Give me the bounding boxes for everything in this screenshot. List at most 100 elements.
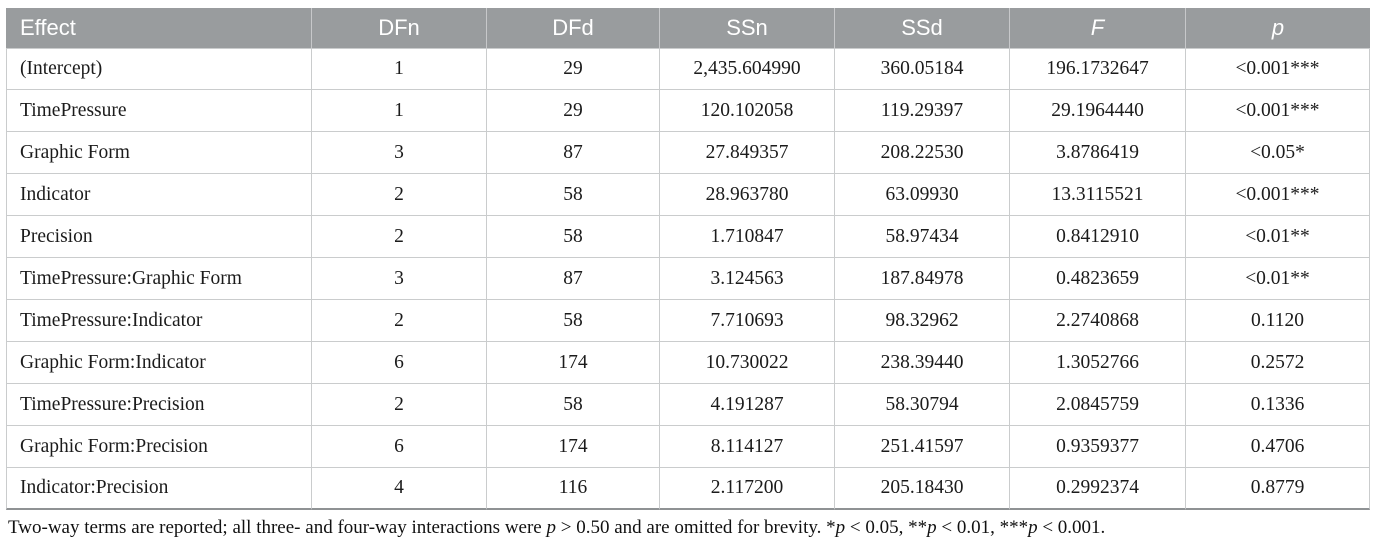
cell-f: 3.8786419 <box>1010 132 1186 174</box>
column-header-effect: Effect <box>6 8 312 48</box>
cell-ssn: 3.124563 <box>660 258 835 300</box>
column-header-ssd: SSd <box>835 8 1010 48</box>
cell-dfn: 6 <box>312 342 487 384</box>
cell-p: 0.8779 <box>1186 468 1370 510</box>
cell-dfn: 2 <box>312 174 487 216</box>
footnote-segment: Two-way terms are reported; all three- a… <box>8 517 547 538</box>
table-row: TimePressure:Precision 2 58 4.191287 58.3079… <box>6 384 1370 426</box>
footnote-segment: p <box>927 517 937 538</box>
cell-f: 196.1732647 <box>1010 48 1186 90</box>
cell-effect: Graphic Form:Precision <box>6 426 312 468</box>
cell-ssd: 360.05184 <box>835 48 1010 90</box>
cell-ssd: 251.41597 <box>835 426 1010 468</box>
cell-ssd: 119.29397 <box>835 90 1010 132</box>
cell-effect: Indicator:Precision <box>6 468 312 510</box>
cell-f: 1.3052766 <box>1010 342 1186 384</box>
cell-p: 0.1120 <box>1186 300 1370 342</box>
cell-effect: TimePressure <box>6 90 312 132</box>
cell-ssn: 27.849357 <box>660 132 835 174</box>
cell-p: <0.001*** <box>1186 90 1370 132</box>
cell-ssd: 208.22530 <box>835 132 1010 174</box>
cell-ssn: 2,435.604990 <box>660 48 835 90</box>
cell-dfn: 3 <box>312 258 487 300</box>
table-row: Indicator 2 58 28.963780 63.09930 13.3115521 <… <box>6 174 1370 216</box>
cell-ssn: 120.102058 <box>660 90 835 132</box>
cell-dfn: 2 <box>312 300 487 342</box>
column-header-f: F <box>1010 8 1186 48</box>
cell-ssn: 1.710847 <box>660 216 835 258</box>
anova-table-figure: Effect DFn DFd SSn SSd F p (Intercept) 1 2… <box>6 8 1370 538</box>
cell-dfn: 1 <box>312 90 487 132</box>
cell-dfn: 6 <box>312 426 487 468</box>
cell-dfn: 4 <box>312 468 487 510</box>
cell-ssd: 58.30794 <box>835 384 1010 426</box>
column-header-dfd: DFd <box>487 8 660 48</box>
cell-dfd: 58 <box>487 384 660 426</box>
table-row: (Intercept) 1 29 2,435.604990 360.05184 196.1… <box>6 48 1370 90</box>
footnote-segment: < 0.001. <box>1037 517 1106 538</box>
table-body: (Intercept) 1 29 2,435.604990 360.05184 196.1… <box>6 48 1370 510</box>
cell-ssd: 205.18430 <box>835 468 1010 510</box>
cell-dfd: 58 <box>487 216 660 258</box>
table-row: Graphic Form:Indicator 6 174 10.730022 238.3… <box>6 342 1370 384</box>
cell-dfn: 3 <box>312 132 487 174</box>
cell-ssn: 2.117200 <box>660 468 835 510</box>
table-row: Graphic Form 3 87 27.849357 208.22530 3.87864… <box>6 132 1370 174</box>
footnote-segment: p <box>546 517 557 538</box>
cell-ssd: 187.84978 <box>835 258 1010 300</box>
column-header-p: p <box>1186 8 1370 48</box>
cell-dfd: 174 <box>487 426 660 468</box>
cell-effect: TimePressure:Indicator <box>6 300 312 342</box>
table-row: Graphic Form:Precision 6 174 8.114127 251.41… <box>6 426 1370 468</box>
table-row: Precision 2 58 1.710847 58.97434 0.8412910 <0.… <box>6 216 1370 258</box>
cell-ssn: 7.710693 <box>660 300 835 342</box>
cell-p: <0.001*** <box>1186 48 1370 90</box>
cell-p: 0.2572 <box>1186 342 1370 384</box>
cell-effect: Precision <box>6 216 312 258</box>
column-header-dfn: DFn <box>312 8 487 48</box>
anova-table: Effect DFn DFd SSn SSd F p (Intercept) 1 2… <box>6 8 1370 510</box>
cell-p: <0.05* <box>1186 132 1370 174</box>
cell-f: 0.9359377 <box>1010 426 1186 468</box>
column-header-ssn: SSn <box>660 8 835 48</box>
footnote-segment: > 0.50 and are omitted for brevity. * <box>556 517 836 538</box>
table-row: TimePressure:Indicator 2 58 7.710693 98.3296… <box>6 300 1370 342</box>
cell-dfd: 174 <box>487 342 660 384</box>
cell-ssn: 4.191287 <box>660 384 835 426</box>
cell-f: 0.4823659 <box>1010 258 1186 300</box>
cell-effect: Graphic Form:Indicator <box>6 342 312 384</box>
cell-ssd: 58.97434 <box>835 216 1010 258</box>
cell-dfn: 1 <box>312 48 487 90</box>
cell-effect: TimePressure:Graphic Form <box>6 258 312 300</box>
cell-ssd: 63.09930 <box>835 174 1010 216</box>
cell-ssd: 238.39440 <box>835 342 1010 384</box>
cell-p: 0.4706 <box>1186 426 1370 468</box>
cell-dfd: 29 <box>487 48 660 90</box>
cell-p: <0.001*** <box>1186 174 1370 216</box>
cell-f: 0.8412910 <box>1010 216 1186 258</box>
cell-dfd: 29 <box>487 90 660 132</box>
footnote-segment: p <box>835 517 846 538</box>
cell-f: 0.2992374 <box>1010 468 1186 510</box>
cell-f: 13.3115521 <box>1010 174 1186 216</box>
cell-ssn: 28.963780 <box>660 174 835 216</box>
cell-effect: (Intercept) <box>6 48 312 90</box>
cell-dfd: 116 <box>487 468 660 510</box>
cell-effect: Graphic Form <box>6 132 312 174</box>
header-row: Effect DFn DFd SSn SSd F p <box>6 8 1370 48</box>
cell-ssd: 98.32962 <box>835 300 1010 342</box>
cell-f: 29.1964440 <box>1010 90 1186 132</box>
cell-dfd: 58 <box>487 300 660 342</box>
table-row: Indicator:Precision 4 116 2.117200 205.18430… <box>6 468 1370 510</box>
cell-dfn: 2 <box>312 216 487 258</box>
cell-p: <0.01** <box>1186 216 1370 258</box>
table-row: TimePressure:Graphic Form 3 87 3.124563 187.… <box>6 258 1370 300</box>
cell-f: 2.0845759 <box>1010 384 1186 426</box>
cell-ssn: 10.730022 <box>660 342 835 384</box>
table-row: TimePressure 1 29 120.102058 119.29397 29.196… <box>6 90 1370 132</box>
footnote-segment: < 0.05, ** <box>845 517 928 538</box>
cell-dfd: 87 <box>487 258 660 300</box>
footnote-segment: p <box>1028 517 1038 538</box>
cell-dfd: 58 <box>487 174 660 216</box>
cell-effect: TimePressure:Precision <box>6 384 312 426</box>
